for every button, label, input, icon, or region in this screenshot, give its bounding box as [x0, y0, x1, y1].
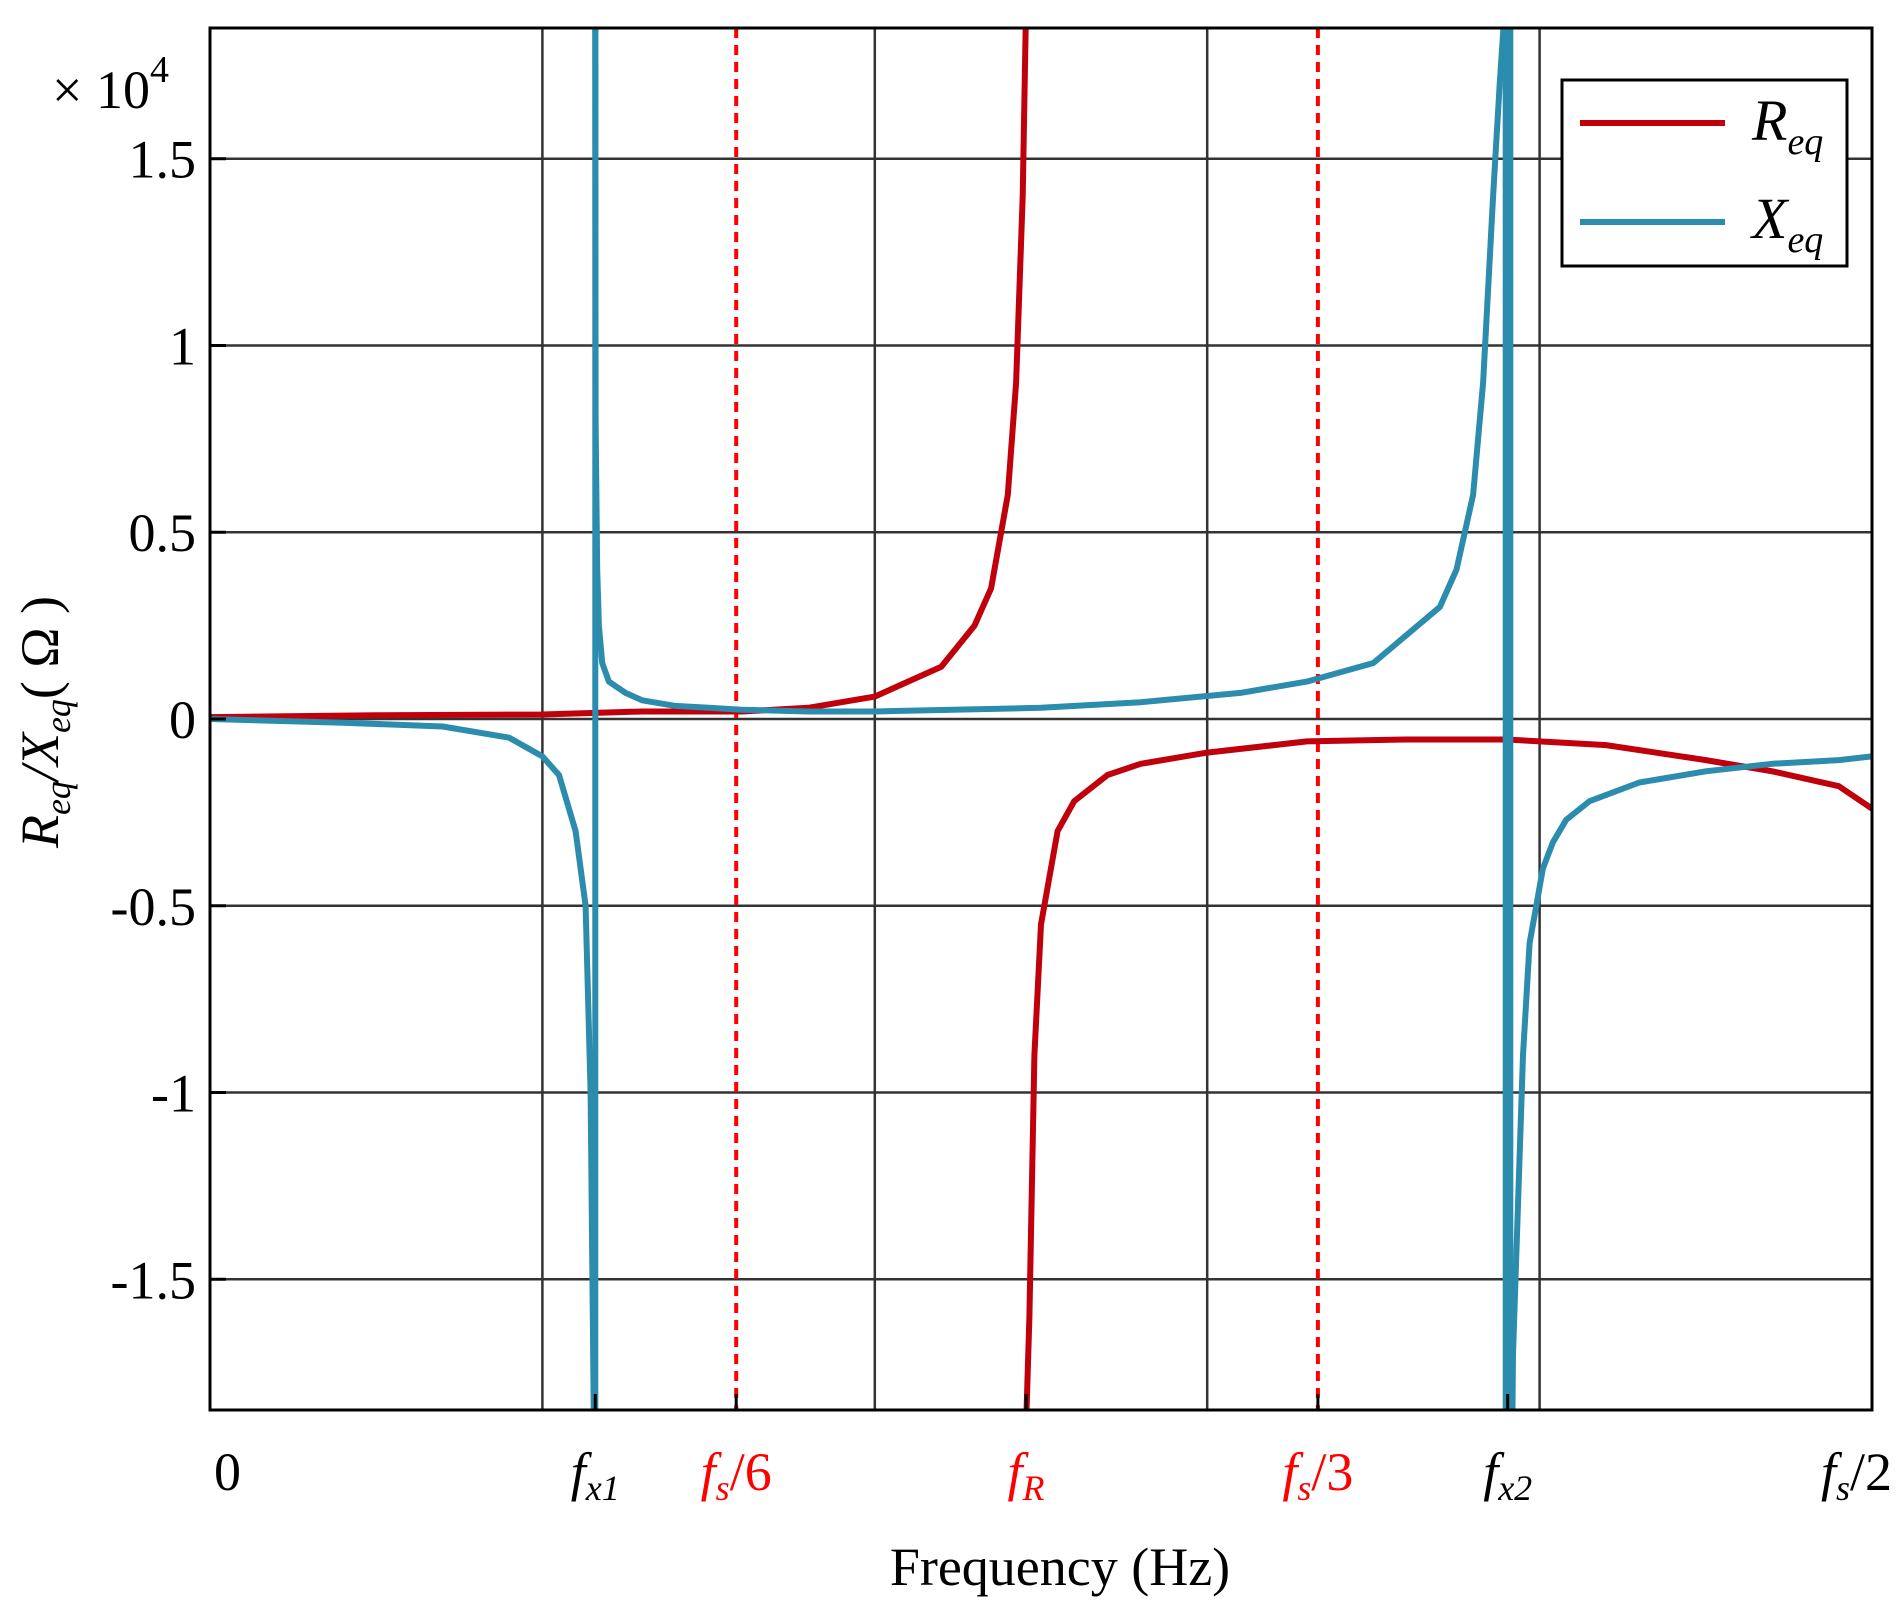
- x-tick-label: fs/6: [701, 1442, 772, 1508]
- y-multiplier: × 104: [52, 49, 169, 120]
- grid: [210, 28, 1872, 1410]
- reference-lines: [734, 28, 1320, 1410]
- series-line-req: [1023, 736, 1872, 1410]
- x-tick-label: fR: [1008, 1442, 1045, 1508]
- legend-label-req: Req: [1751, 88, 1823, 163]
- series: [210, 28, 1872, 1410]
- series-line-xeq: [1509, 753, 1872, 1410]
- legend-box: [1560, 78, 1849, 268]
- y-multiplier-base: × 10: [52, 60, 150, 120]
- y-tick-label: 1.5: [129, 130, 197, 190]
- x-tick-label: fs/3: [1282, 1442, 1353, 1508]
- y-multiplier-exponent: 4: [150, 49, 169, 91]
- y-tick-label: -0.5: [111, 877, 196, 937]
- y-tick-label: -1: [151, 1064, 196, 1124]
- x-tick-label: 0: [214, 1442, 241, 1502]
- y-axis-title: Req/Xeq( Ω ): [10, 596, 78, 849]
- x-axis-ticks: 0 fx1 fs/6 fR fs/3 fx2 fs/2: [208, 1394, 1892, 1508]
- legend-label-xeq: Xeq: [1750, 186, 1823, 261]
- x-tick-label: fx2: [1483, 1442, 1532, 1508]
- x-axis-title: Frequency (Hz): [890, 1537, 1230, 1597]
- y-tick-label: 0: [169, 690, 196, 750]
- series-line-xeq: [210, 716, 597, 1410]
- y-tick-label: 0.5: [129, 503, 197, 563]
- x-tick-label: fx1: [571, 1442, 620, 1508]
- x-tick-label: fs/2: [1821, 1442, 1892, 1508]
- y-tick-label: 1: [169, 316, 196, 376]
- series-line-xeq: [592, 28, 1507, 715]
- series-line-req: [210, 28, 1029, 721]
- y-tick-label: -1.5: [111, 1250, 196, 1310]
- legend: Req Xeq: [1560, 78, 1849, 268]
- y-axis-ticks: 1.5 1 0.5 0 -0.5 -1 -1.5: [111, 130, 226, 1310]
